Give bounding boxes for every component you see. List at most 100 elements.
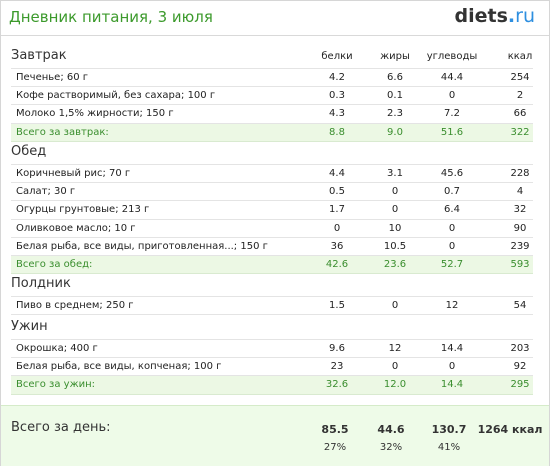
col-kcal: ккал xyxy=(507,51,533,62)
header: Дневник питания, 3 июля diets.ru xyxy=(1,1,549,36)
item-fat: 0.1 xyxy=(387,90,403,102)
item-kcal: 254 xyxy=(510,72,530,83)
total-label: Всего за завтрак: xyxy=(16,126,109,138)
meal-title: Полдник xyxy=(11,276,71,291)
item-name: Огурцы грунтовые; 213 г xyxy=(16,204,150,216)
item-name: Белая рыба, все виды, приготовленная...;… xyxy=(16,240,268,252)
item-carbs: 0 xyxy=(448,361,456,373)
total-protein: 42.6 xyxy=(325,258,349,270)
item-protein: 4.2 xyxy=(329,72,345,83)
table-row[interactable]: Белая рыба, все виды, приготовленная...;… xyxy=(11,238,533,256)
item-name: Пиво в среднем; 250 г xyxy=(16,300,134,311)
table-row[interactable]: Пиво в среднем; 250 г 1.5 0 12 54 xyxy=(11,296,533,316)
meal-title: Ужин xyxy=(11,319,48,334)
item-name: Оливковое масло; 10 г xyxy=(16,222,136,234)
item-protein: 4.4 xyxy=(329,168,345,179)
item-fat: 12 xyxy=(388,343,402,354)
item-carbs: 44.4 xyxy=(440,72,464,83)
item-fat: 3.1 xyxy=(387,168,403,179)
item-name: Окрошка; 400 г xyxy=(16,343,98,354)
item-carbs: 45.6 xyxy=(440,168,464,179)
meal-total-row: Всего за ужин: 32.6 12.0 14.4 295 xyxy=(11,376,533,395)
total-protein: 32.6 xyxy=(325,379,349,391)
item-carbs: 0 xyxy=(448,222,456,234)
table-row[interactable]: Окрошка; 400 г 9.6 12 14.4 203 xyxy=(11,339,533,359)
item-protein: 1.5 xyxy=(329,300,345,311)
site-logo[interactable]: diets.ru xyxy=(455,5,535,27)
total-kcal: 295 xyxy=(510,379,530,391)
total-carbs: 51.6 xyxy=(440,126,464,138)
item-kcal: 203 xyxy=(510,343,530,354)
table-row[interactable]: Кофе растворимый, без сахара; 100 г 0.3 … xyxy=(11,87,533,106)
day-fat-percent: 32% xyxy=(379,442,403,453)
total-fat: 23.6 xyxy=(383,258,407,270)
day-total-fat: 44.6 xyxy=(377,423,405,436)
item-carbs: 0 xyxy=(448,90,456,102)
meal-dinner: Ужин Окрошка; 400 г 9.6 12 14.4 203 Бела… xyxy=(1,316,549,395)
table-row[interactable]: Коричневый рис; 70 г 4.4 3.1 45.6 228 xyxy=(11,164,533,184)
day-total-kcal: 1264 ккал xyxy=(477,423,543,436)
item-fat: 0 xyxy=(391,361,399,373)
day-protein-percent: 27% xyxy=(323,442,347,453)
total-carbs: 52.7 xyxy=(440,258,464,270)
table-row[interactable]: Печенье; 60 г 4.2 6.6 44.4 254 xyxy=(11,68,533,88)
table-row[interactable]: Молоко 1,5% жирности; 150 г 4.3 2.3 7.2 … xyxy=(11,105,533,124)
item-kcal: 54 xyxy=(513,300,527,311)
item-protein: 1.7 xyxy=(329,204,345,216)
item-fat: 10 xyxy=(388,222,402,234)
day-total-protein: 85.5 xyxy=(321,423,349,436)
item-protein: 4.3 xyxy=(329,108,345,120)
table-row[interactable]: Оливковое масло; 10 г 0 10 0 90 xyxy=(11,220,533,238)
item-protein: 9.6 xyxy=(329,343,345,354)
total-label: Всего за ужин: xyxy=(16,379,96,391)
item-fat: 0 xyxy=(391,186,399,198)
item-protein: 23 xyxy=(330,361,344,373)
meal-breakfast: Завтрак Печенье; 60 г 4.2 6.6 44.4 254 К… xyxy=(1,45,549,142)
col-protein: белки xyxy=(321,51,353,62)
logo-dot: . xyxy=(507,5,516,27)
col-carbs: углеводы xyxy=(426,51,478,62)
item-fat: 2.3 xyxy=(387,108,403,120)
item-protein: 36 xyxy=(330,240,344,252)
item-carbs: 0 xyxy=(448,240,456,252)
logo-main: diets xyxy=(454,5,508,27)
item-kcal: 90 xyxy=(513,222,527,234)
total-carbs: 14.4 xyxy=(440,379,464,391)
day-total-box: Всего за день: 85.5 44.6 130.7 1264 ккал… xyxy=(1,405,549,466)
item-fat: 0 xyxy=(391,204,399,216)
item-protein: 0.3 xyxy=(329,90,345,102)
col-fat: жиры xyxy=(380,51,410,62)
item-name: Молоко 1,5% жирности; 150 г xyxy=(16,108,174,120)
item-carbs: 12 xyxy=(445,300,459,311)
item-carbs: 14.4 xyxy=(440,343,464,354)
item-protein: 0 xyxy=(333,222,341,234)
item-fat: 0 xyxy=(391,300,399,311)
item-protein: 0.5 xyxy=(329,186,345,198)
item-name: Печенье; 60 г xyxy=(16,72,89,83)
item-kcal: 66 xyxy=(513,108,527,120)
logo-tld: ru xyxy=(515,5,535,27)
table-row[interactable]: Салат; 30 г 0.5 0 0.7 4 xyxy=(11,183,533,202)
day-total-label: Всего за день: xyxy=(11,420,111,435)
item-kcal: 4 xyxy=(516,186,524,198)
day-carbs-percent: 41% xyxy=(437,442,461,453)
item-fat: 10.5 xyxy=(383,240,407,252)
meal-lunch: Обед Коричневый рис; 70 г 4.4 3.1 45.6 2… xyxy=(1,141,549,275)
total-protein: 8.8 xyxy=(329,126,345,138)
item-fat: 6.6 xyxy=(387,72,403,83)
page-title: Дневник питания, 3 июля xyxy=(9,8,213,26)
item-kcal: 228 xyxy=(510,168,530,179)
table-row[interactable]: Белая рыба, все виды, копченая; 100 г 23… xyxy=(11,358,533,377)
item-name: Коричневый рис; 70 г xyxy=(16,168,131,179)
total-kcal: 322 xyxy=(510,126,530,138)
meal-snack: Полдник Пиво в среднем; 250 г 1.5 0 12 5… xyxy=(1,273,549,316)
item-carbs: 7.2 xyxy=(444,108,460,120)
total-kcal: 593 xyxy=(510,258,530,270)
item-name: Салат; 30 г xyxy=(16,186,76,198)
item-kcal: 92 xyxy=(513,361,527,373)
item-kcal: 32 xyxy=(513,204,527,216)
table-row[interactable]: Огурцы грунтовые; 213 г 1.7 0 6.4 32 xyxy=(11,201,533,220)
item-name: Кофе растворимый, без сахара; 100 г xyxy=(16,90,216,102)
column-headers: белки жиры углеводы ккал xyxy=(1,51,549,65)
